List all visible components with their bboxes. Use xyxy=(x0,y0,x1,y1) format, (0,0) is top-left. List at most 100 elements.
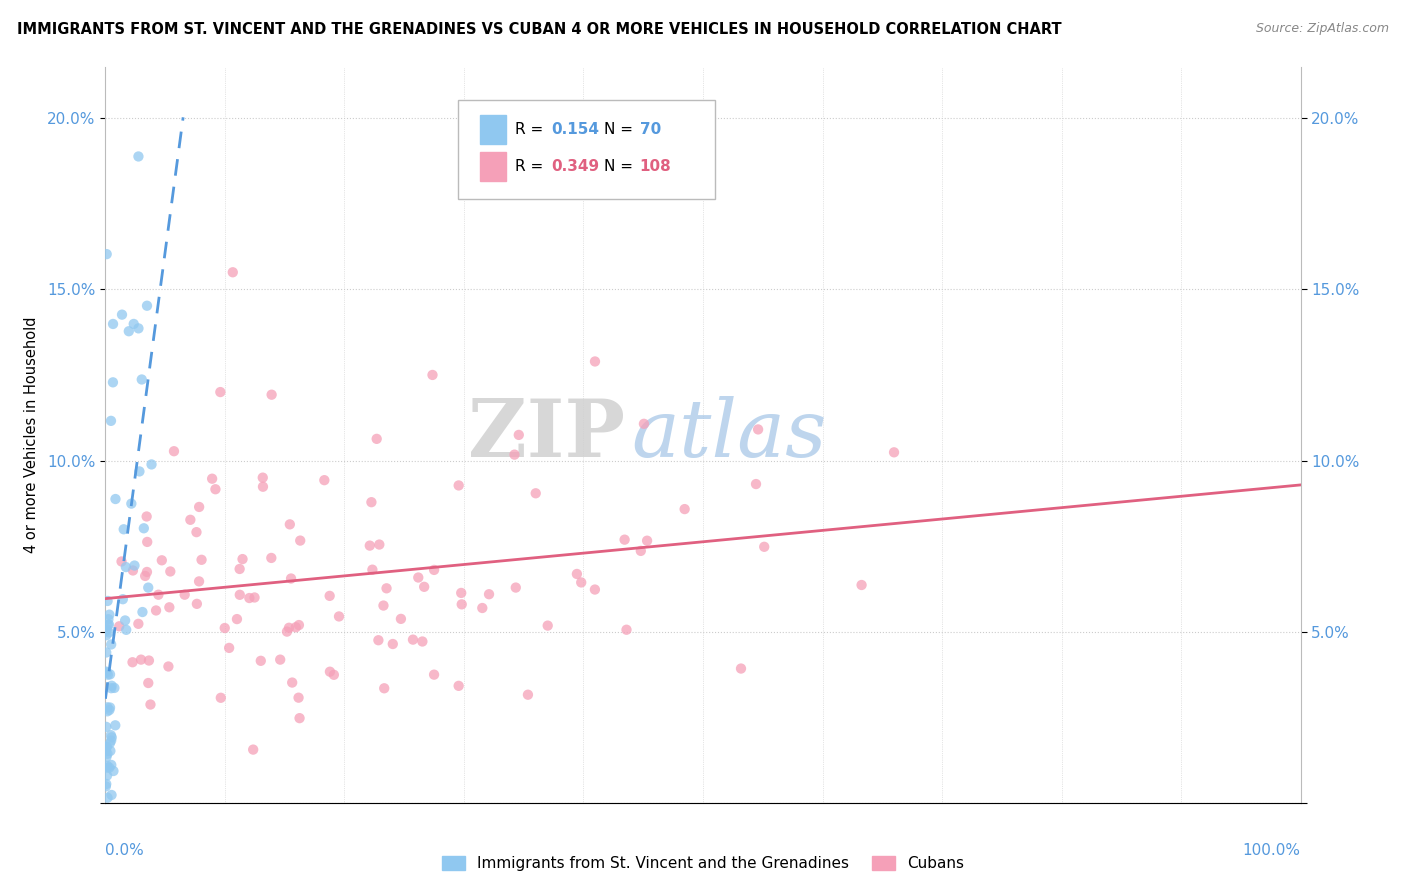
Point xyxy=(98,700,121,714)
Point xyxy=(94,665,117,679)
Point xyxy=(94,780,117,794)
Point xyxy=(100,731,122,745)
Point xyxy=(186,597,208,611)
Point xyxy=(100,681,122,696)
Point xyxy=(97,594,120,608)
Point xyxy=(361,563,384,577)
Point xyxy=(100,733,122,747)
Point xyxy=(252,480,274,494)
Point xyxy=(322,668,344,682)
Point xyxy=(411,634,433,648)
Point xyxy=(471,601,494,615)
Point xyxy=(368,537,391,551)
Point xyxy=(100,744,122,758)
Point xyxy=(98,667,121,681)
Point xyxy=(94,742,117,756)
Point xyxy=(450,598,472,612)
Point xyxy=(122,317,145,331)
Point xyxy=(115,623,138,637)
Point xyxy=(131,605,153,619)
Point xyxy=(359,539,381,553)
Point xyxy=(373,599,395,613)
Point xyxy=(159,565,181,579)
Point xyxy=(260,550,283,565)
Point xyxy=(747,422,769,436)
Point xyxy=(112,522,135,536)
Point xyxy=(630,544,652,558)
Point xyxy=(288,618,311,632)
Point xyxy=(478,587,501,601)
Text: 0.0%: 0.0% xyxy=(105,843,145,858)
Point xyxy=(132,521,155,535)
Point xyxy=(131,372,153,386)
Point xyxy=(287,690,309,705)
Point xyxy=(231,552,253,566)
Point xyxy=(96,720,118,734)
Point xyxy=(111,592,134,607)
Point xyxy=(118,324,141,338)
Point xyxy=(124,558,146,573)
Point xyxy=(422,368,444,382)
Point xyxy=(188,500,211,514)
Point xyxy=(209,690,232,705)
Text: IMMIGRANTS FROM ST. VINCENT AND THE GRENADINES VS CUBAN 4 OR MORE VEHICLES IN HO: IMMIGRANTS FROM ST. VINCENT AND THE GREN… xyxy=(17,22,1062,37)
Point xyxy=(96,247,118,261)
Point xyxy=(583,354,606,368)
Point xyxy=(280,572,302,586)
Legend: Immigrants from St. Vincent and the Grenadines, Cubans: Immigrants from St. Vincent and the Gren… xyxy=(436,850,970,877)
Point xyxy=(450,586,472,600)
Point xyxy=(111,308,134,322)
Text: 100.0%: 100.0% xyxy=(1243,843,1301,858)
Point xyxy=(127,321,149,335)
Point xyxy=(127,149,149,163)
Point xyxy=(97,667,120,681)
Text: atlas: atlas xyxy=(631,396,827,474)
Point xyxy=(447,679,470,693)
Point xyxy=(204,482,226,496)
Point xyxy=(366,432,388,446)
Point xyxy=(129,652,152,666)
Point xyxy=(157,600,180,615)
Point xyxy=(96,645,118,659)
Point xyxy=(94,624,117,638)
Point xyxy=(114,614,136,628)
Point xyxy=(127,616,149,631)
Point xyxy=(96,740,118,755)
Point xyxy=(96,790,118,805)
Point xyxy=(222,265,245,279)
Point xyxy=(96,665,118,680)
Text: N =: N = xyxy=(603,122,638,137)
Point xyxy=(508,428,530,442)
Point xyxy=(104,718,127,732)
Point xyxy=(173,588,195,602)
Point xyxy=(447,478,470,492)
Text: 0.349: 0.349 xyxy=(551,159,599,174)
Point xyxy=(139,698,162,712)
Point xyxy=(100,414,122,428)
Point xyxy=(136,535,159,549)
FancyBboxPatch shape xyxy=(458,100,716,200)
Point xyxy=(98,761,121,775)
Point xyxy=(157,659,180,673)
Point xyxy=(673,502,696,516)
Point xyxy=(138,654,160,668)
Point xyxy=(96,739,118,754)
Point xyxy=(98,607,121,622)
Point xyxy=(389,612,412,626)
Point xyxy=(252,470,274,484)
Point xyxy=(98,703,121,717)
Point xyxy=(381,637,404,651)
Point xyxy=(209,385,232,400)
Point xyxy=(96,777,118,791)
Text: Source: ZipAtlas.com: Source: ZipAtlas.com xyxy=(1256,22,1389,36)
Point xyxy=(97,617,120,632)
Point xyxy=(97,612,120,626)
Point xyxy=(851,578,873,592)
Point xyxy=(188,574,211,589)
Point xyxy=(633,417,655,431)
Point xyxy=(505,581,527,595)
Point xyxy=(96,704,118,718)
Point xyxy=(186,525,208,540)
Point xyxy=(96,759,118,773)
Point xyxy=(260,387,283,401)
